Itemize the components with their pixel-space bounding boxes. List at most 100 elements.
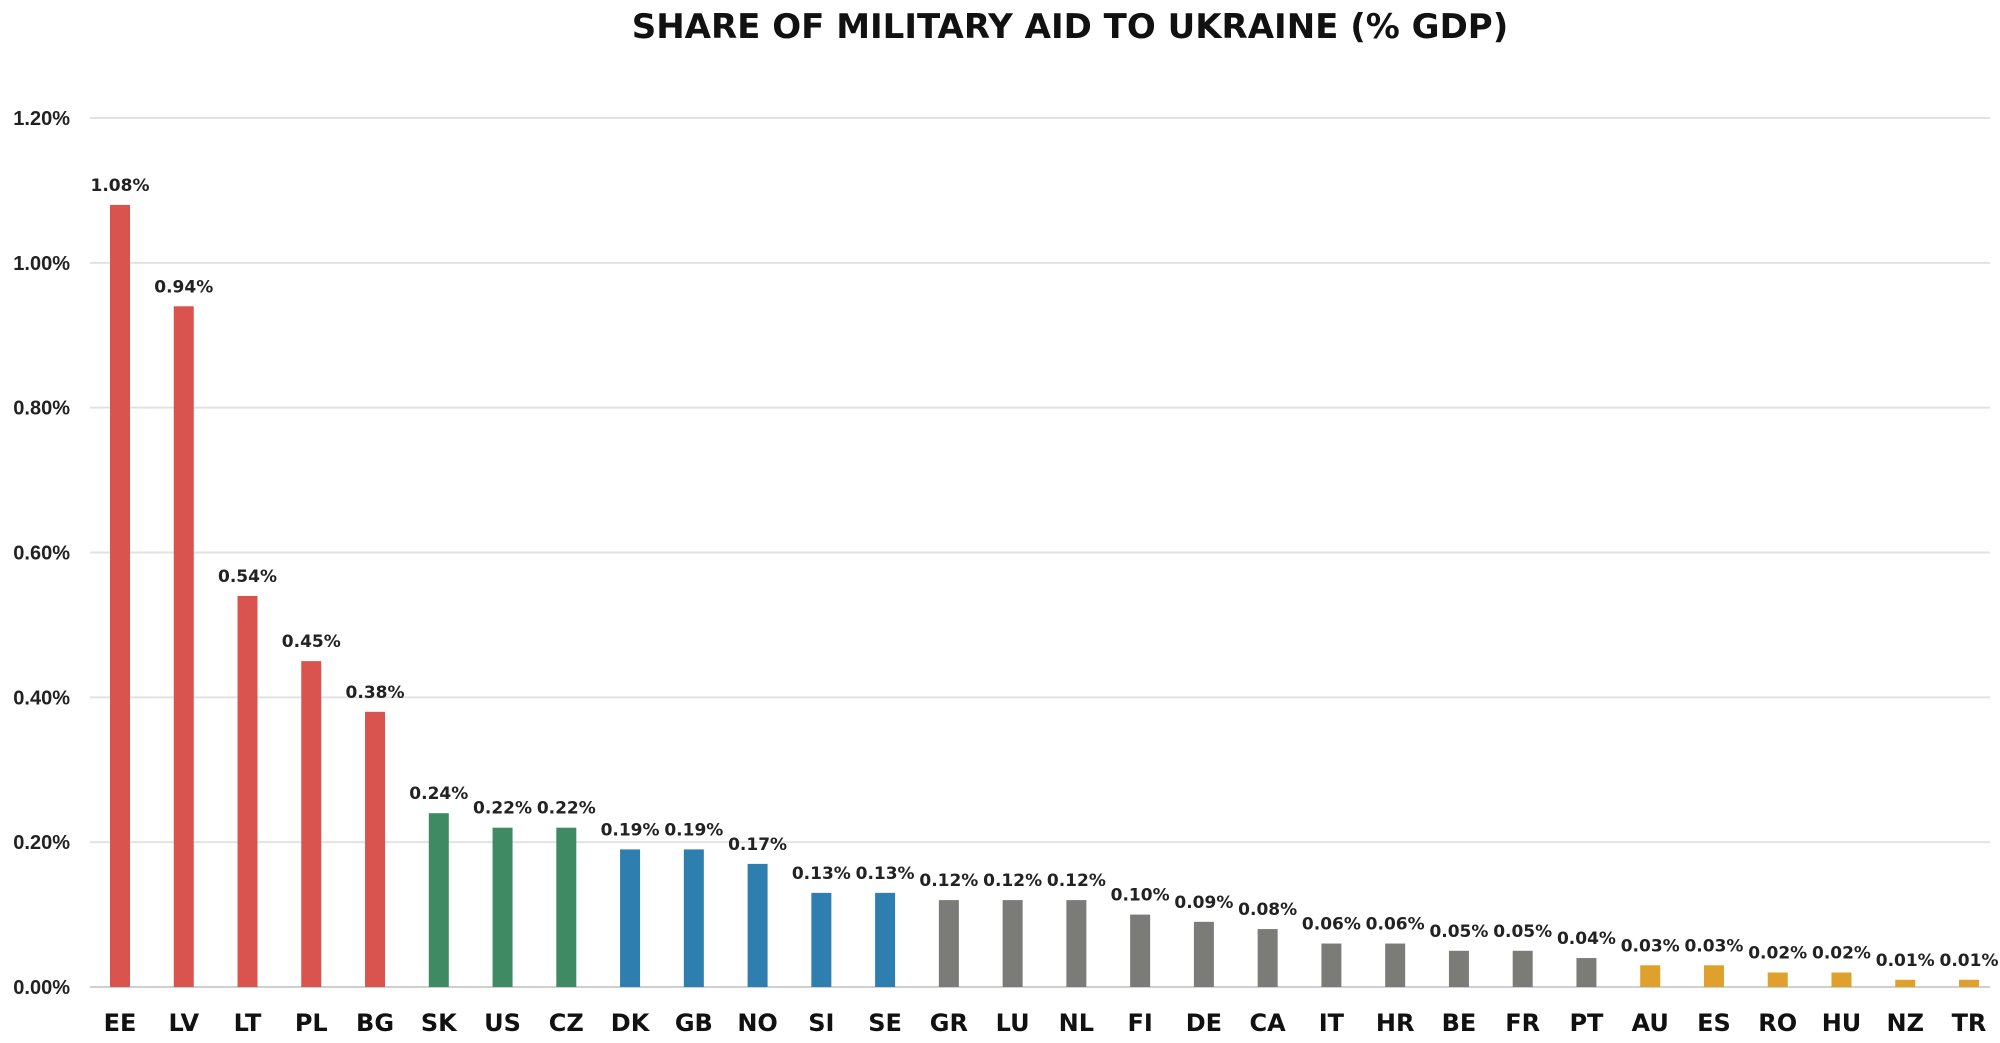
data-label-es: 0.03% bbox=[1684, 936, 1743, 956]
data-label-de: 0.09% bbox=[1174, 893, 1233, 913]
x-tick-label-ro: RO bbox=[1758, 1009, 1797, 1037]
data-label-cz: 0.22% bbox=[537, 799, 596, 819]
bar-lu bbox=[1002, 900, 1023, 987]
bars bbox=[110, 204, 1979, 987]
data-label-bg: 0.38% bbox=[346, 683, 405, 703]
data-label-fi: 0.10% bbox=[1111, 886, 1170, 906]
x-tick-label-hu: HU bbox=[1822, 1009, 1862, 1037]
data-label-hu: 0.02% bbox=[1812, 944, 1871, 964]
data-label-be: 0.05% bbox=[1429, 922, 1488, 942]
bar-cz bbox=[556, 827, 577, 987]
bar-lv bbox=[173, 306, 194, 987]
x-tick-label-de: DE bbox=[1186, 1009, 1222, 1037]
bar-hu bbox=[1831, 972, 1852, 987]
data-label-dk: 0.19% bbox=[601, 820, 660, 840]
bar-us bbox=[492, 827, 513, 987]
x-tick-label-ee: EE bbox=[104, 1009, 137, 1037]
bar-tr bbox=[1959, 979, 1979, 987]
data-label-fr: 0.05% bbox=[1493, 922, 1552, 942]
data-label-nz: 0.01% bbox=[1876, 951, 1935, 971]
y-tick-label: 0.80% bbox=[13, 398, 70, 420]
x-tick-label-es: ES bbox=[1697, 1009, 1731, 1037]
bar-lt bbox=[237, 595, 258, 987]
data-labels: 1.08%0.94%0.54%0.45%0.38%0.24%0.22% 0.22%… bbox=[91, 176, 1999, 971]
bar-de bbox=[1193, 921, 1214, 987]
bar-gb bbox=[683, 849, 704, 987]
bar-dk bbox=[620, 849, 641, 987]
bar-es bbox=[1703, 965, 1724, 987]
x-axis-ticks: EE LV LT PL BG SK US CZ DK GB NO SI SE GR LU NL FI DE CA IT… bbox=[104, 1009, 1987, 1037]
bar-pt bbox=[1576, 958, 1597, 987]
x-tick-label-pt: PT bbox=[1569, 1009, 1604, 1037]
data-label-lt: 0.54% bbox=[218, 567, 277, 587]
data-label-tr: 0.01% bbox=[1940, 951, 1999, 971]
bar-ca bbox=[1257, 929, 1278, 987]
x-tick-label-no: NO bbox=[737, 1009, 778, 1037]
bar-pl bbox=[301, 661, 322, 987]
x-tick-label-hr: HR bbox=[1376, 1009, 1415, 1037]
x-tick-label-dk: DK bbox=[611, 1009, 651, 1037]
data-label-hr: 0.06% bbox=[1366, 915, 1425, 935]
y-tick-label: 1.20% bbox=[13, 108, 70, 130]
bar-fr bbox=[1512, 950, 1533, 987]
bar-fi bbox=[1130, 914, 1151, 987]
x-tick-label-lv: LV bbox=[168, 1009, 199, 1037]
x-tick-label-us: US bbox=[484, 1009, 521, 1037]
data-label-pt: 0.04% bbox=[1557, 929, 1616, 949]
data-label-nl: 0.12% bbox=[1047, 871, 1106, 891]
y-tick-label: 0.00% bbox=[13, 977, 70, 999]
y-tick-label: 0.20% bbox=[13, 832, 70, 854]
bar-it bbox=[1321, 943, 1342, 987]
x-tick-label-fi: FI bbox=[1127, 1009, 1152, 1037]
bar-bg bbox=[365, 711, 386, 987]
bar-no bbox=[747, 863, 768, 987]
chart-title: SHARE OF MILITARY AID TO UKRAINE (% GDP) bbox=[632, 7, 1509, 47]
bar-au bbox=[1640, 965, 1661, 987]
data-label-gr: 0.12% bbox=[919, 871, 978, 891]
x-tick-label-lt: LT bbox=[234, 1009, 262, 1037]
x-tick-label-si: SI bbox=[808, 1009, 834, 1037]
x-tick-label-it: IT bbox=[1319, 1009, 1345, 1037]
data-label-lu: 0.12% bbox=[983, 871, 1042, 891]
y-tick-label: 1.00% bbox=[13, 253, 70, 275]
bar-be bbox=[1448, 950, 1469, 987]
bar-gr bbox=[938, 900, 959, 987]
bar-se bbox=[875, 892, 896, 987]
x-tick-label-lu: LU bbox=[996, 1009, 1030, 1037]
x-tick-label-bg: BG bbox=[356, 1009, 394, 1037]
data-label-pl: 0.45% bbox=[282, 632, 341, 652]
x-tick-label-sk: SK bbox=[421, 1009, 458, 1037]
x-tick-label-tr: TR bbox=[1952, 1009, 1987, 1037]
y-tick-label: 0.40% bbox=[13, 687, 70, 709]
data-label-sk: 0.24% bbox=[409, 784, 468, 804]
gridlines bbox=[90, 117, 1990, 988]
data-label-si: 0.13% bbox=[792, 864, 851, 884]
x-tick-label-be: BE bbox=[1442, 1009, 1477, 1037]
x-tick-label-gr: GR bbox=[930, 1009, 968, 1037]
x-tick-label-nl: NL bbox=[1059, 1009, 1094, 1037]
x-tick-label-pl: PL bbox=[295, 1009, 328, 1037]
data-label-au: 0.03% bbox=[1621, 936, 1680, 956]
bar-sk bbox=[428, 813, 449, 987]
data-label-lv: 0.94% bbox=[154, 277, 213, 297]
x-tick-label-fr: FR bbox=[1505, 1009, 1540, 1037]
data-label-se: 0.13% bbox=[856, 864, 915, 884]
data-label-gb: 0.19% bbox=[664, 820, 723, 840]
data-label-ca: 0.08% bbox=[1238, 900, 1297, 920]
y-tick-label: 0.60% bbox=[13, 543, 70, 565]
x-tick-label-nz: NZ bbox=[1886, 1009, 1924, 1037]
data-label-no: 0.17% bbox=[728, 835, 787, 855]
data-label-it: 0.06% bbox=[1302, 915, 1361, 935]
y-axis-ticks: 0.00% 0.20% 0.40% 0.60% 0.80% 1.00% 1.20% bbox=[13, 108, 70, 999]
bar-nz bbox=[1895, 979, 1916, 987]
bar-nl bbox=[1066, 900, 1087, 987]
x-tick-label-au: AU bbox=[1632, 1009, 1669, 1037]
bar-ee bbox=[110, 204, 130, 987]
x-tick-label-cz: CZ bbox=[549, 1009, 584, 1037]
bar-hr bbox=[1385, 943, 1406, 987]
bar-si bbox=[811, 892, 832, 987]
data-label-ee: 1.08% bbox=[91, 176, 150, 196]
x-tick-label-ca: CA bbox=[1250, 1009, 1287, 1037]
x-tick-label-se: SE bbox=[868, 1009, 902, 1037]
